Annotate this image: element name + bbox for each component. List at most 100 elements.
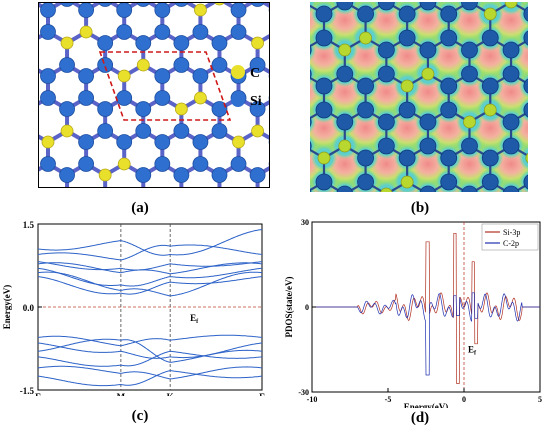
silicon-atom	[60, 3, 74, 7]
silicon-atom	[211, 167, 228, 183]
x-tick-label: -10	[307, 395, 318, 404]
fermi-label: Ef	[190, 313, 199, 325]
carbon-atom	[504, 2, 518, 9]
panel-c-band-structure: 1.50.0-1.5ΓMKΓEnergy(eV)Ef	[0, 216, 270, 402]
x-tick-label: 5	[538, 395, 542, 404]
silicon-atom	[97, 35, 114, 51]
silicon-atom	[116, 90, 133, 106]
fermi-label: Ef	[468, 344, 477, 356]
panel-a-structure	[38, 2, 270, 188]
silicon-atom	[357, 101, 374, 119]
silicon-atom	[502, 185, 520, 192]
silicon-atom	[192, 134, 209, 150]
x-tick-label: 0	[462, 395, 466, 404]
x-tick-label: -5	[385, 395, 392, 404]
y-tick-label: 0.0	[23, 303, 35, 313]
fermi-subscript: f	[474, 350, 477, 356]
silicon-atom	[211, 123, 228, 139]
silicon-atom	[40, 90, 56, 106]
legend-box	[481, 223, 539, 251]
silicon-atom	[230, 24, 247, 40]
silicon-atom	[419, 2, 437, 11]
silicon-atom	[523, 102, 528, 118]
silicon-atom	[315, 29, 333, 47]
x-tick-label: Γ	[259, 392, 265, 396]
carbon-atom	[174, 102, 188, 116]
silicon-atom	[154, 24, 171, 40]
bond	[512, 182, 528, 192]
silicon-atom	[481, 149, 499, 167]
carbon-atom	[483, 7, 497, 21]
panel-b-charge-density	[310, 2, 528, 192]
silicon-atom	[97, 101, 114, 117]
y-tick-label: 1.5	[23, 220, 35, 230]
silicon-atom	[135, 167, 152, 183]
carbon-atom	[463, 115, 476, 129]
silicon-atom	[98, 3, 112, 7]
silicon-atom	[336, 65, 354, 83]
caption-b: (b)	[410, 200, 430, 216]
panel-a-legend: C Si	[230, 60, 280, 120]
silicon-atom	[315, 5, 333, 23]
silicon-atom	[40, 24, 56, 40]
silicon-atom	[249, 101, 266, 117]
silicon-atom	[336, 2, 354, 11]
silicon-atom	[310, 189, 312, 192]
silicon-atom	[116, 24, 133, 40]
density-field	[310, 2, 528, 192]
silicon-atom	[310, 69, 312, 79]
silicon-atom	[173, 57, 190, 73]
carbon-atom	[317, 151, 331, 165]
silicon-atom	[192, 68, 209, 84]
band-line	[37, 261, 263, 271]
silicon-atom	[78, 90, 95, 106]
silicon-atom	[154, 3, 171, 18]
silicon-atom	[523, 6, 528, 22]
carbon-atom	[400, 175, 414, 189]
carbon-atom	[194, 3, 207, 17]
carbon-atom	[60, 124, 74, 138]
silicon-atom	[315, 101, 333, 119]
silicon-atom	[398, 5, 416, 23]
silicon-atom	[523, 78, 528, 94]
bond	[260, 3, 269, 8]
silicon-atom	[315, 173, 333, 191]
silicon-atom	[116, 134, 133, 150]
carbon-atom	[136, 58, 150, 72]
silicon-atom	[230, 3, 247, 18]
silicon-atom	[461, 137, 478, 155]
silicon-atom	[249, 167, 266, 183]
silicon-atom	[78, 68, 95, 84]
silicon-atom	[502, 41, 520, 59]
silicon-atom	[59, 57, 75, 73]
silicon-atom	[310, 141, 312, 151]
silicon-atom	[502, 113, 520, 131]
silicon-atom	[440, 77, 458, 95]
silicon-atom	[523, 30, 528, 46]
silicon-atom	[173, 35, 190, 51]
silicon-atom	[377, 2, 395, 11]
silicon-atom	[40, 3, 56, 18]
silicon-atom	[174, 3, 189, 7]
silicon-atom	[440, 149, 458, 167]
silicon-atom	[461, 41, 478, 59]
band-structure-chart: 1.50.0-1.5ΓMKΓEnergy(eV)Ef	[2, 220, 265, 402]
silicon-atom	[440, 29, 458, 47]
silicon-atom	[135, 101, 152, 117]
silicon-atom	[357, 5, 374, 23]
carbon-atom	[232, 135, 245, 149]
silicon-atom	[250, 3, 265, 7]
legend-label: Si-3p	[503, 228, 520, 237]
x-tick-label: Γ	[35, 392, 41, 396]
silicon-atom	[398, 101, 416, 119]
silicon-atom	[481, 77, 499, 95]
silicon-atom	[78, 3, 95, 18]
silicon-atom	[502, 137, 520, 155]
legend-si-marker	[231, 93, 245, 107]
x-axis-label: Energy(eV)	[404, 402, 449, 408]
silicon-atom	[315, 77, 333, 95]
silicon-atom	[173, 123, 190, 139]
y-axis-label: Energy(eV)	[2, 285, 12, 330]
silicon-atom	[398, 29, 416, 47]
carbon-atom	[380, 187, 393, 192]
